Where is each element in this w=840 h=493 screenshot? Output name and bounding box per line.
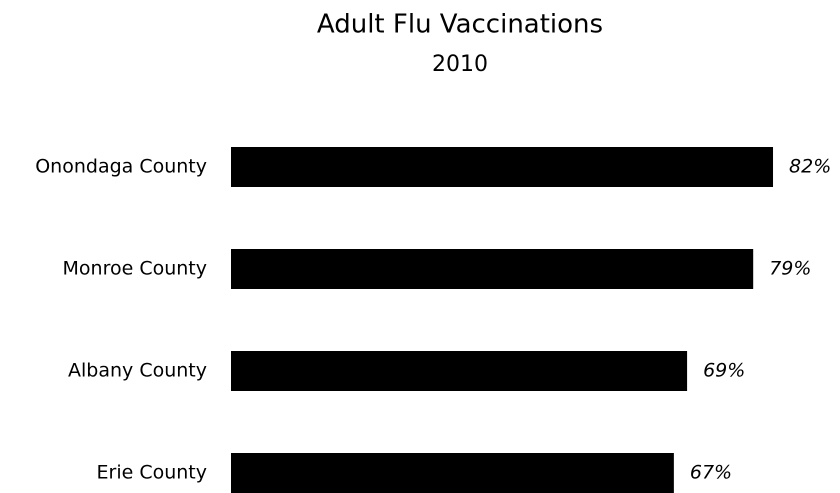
bar — [231, 249, 754, 289]
category-label: Onondaga County — [35, 156, 207, 178]
bar — [231, 147, 774, 187]
bar — [231, 351, 688, 391]
category-label: Erie County — [97, 462, 208, 484]
value-label: 69% — [703, 360, 745, 382]
chart-subtitle: 2010 — [432, 52, 488, 77]
category-label: Monroe County — [63, 258, 207, 280]
value-label: 82% — [789, 156, 831, 178]
value-label: 67% — [690, 462, 732, 484]
category-label: Albany County — [68, 360, 207, 382]
value-label: 79% — [769, 258, 811, 280]
chart-title: Adult Flu Vaccinations — [317, 10, 603, 40]
bar — [231, 453, 674, 493]
